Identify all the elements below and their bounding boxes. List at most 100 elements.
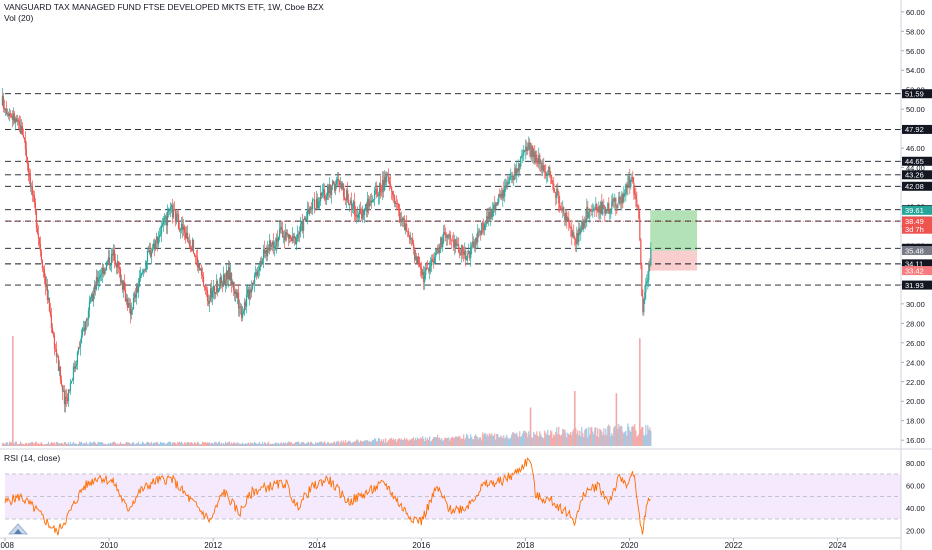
volume-bar: [555, 432, 557, 446]
volume-bar: [310, 441, 312, 446]
candle-body: [481, 223, 483, 236]
candle-body: [470, 246, 472, 259]
candle-body: [414, 249, 416, 260]
candle-body: [543, 165, 545, 172]
candle-body: [237, 292, 240, 309]
volume-bar: [151, 444, 154, 446]
candle-body: [447, 234, 449, 239]
volume-bar: [308, 441, 310, 446]
candle-body: [600, 201, 602, 214]
candle-body: [31, 186, 34, 196]
candle-body: [598, 206, 600, 212]
candle-body: [381, 192, 383, 193]
candle-body: [183, 226, 186, 233]
candle-body: [489, 212, 491, 219]
candle-body: [296, 234, 299, 239]
candle-body: [558, 191, 560, 204]
candle-body: [103, 269, 106, 275]
volume-bar: [515, 433, 517, 446]
candle-body: [314, 199, 316, 209]
volume-bar: [358, 441, 360, 446]
candle-body: [74, 366, 77, 369]
candle-body: [126, 298, 129, 308]
volume-bar: [239, 443, 242, 446]
volume-bar: [227, 442, 230, 446]
volume-bar: [93, 441, 96, 446]
volume-bar: [240, 443, 243, 446]
candle-body: [393, 194, 395, 197]
volume-bar: [371, 441, 373, 446]
volume-bar: [130, 443, 133, 446]
volume-bar: [556, 427, 558, 446]
volume-bar: [317, 442, 319, 446]
candle-body: [476, 237, 478, 243]
volume-bar: [433, 437, 435, 446]
candle-body: [236, 292, 239, 298]
volume-bar: [217, 442, 220, 446]
volume-bar: [378, 437, 380, 446]
volume-bar: [16, 444, 19, 446]
candle-body: [214, 292, 217, 294]
candle-body: [145, 261, 148, 269]
volume-bar: [612, 435, 614, 446]
price-label-box: [902, 224, 932, 234]
candle-body: [574, 237, 576, 240]
volume-bar: [189, 442, 192, 446]
candle-body: [248, 289, 251, 299]
candle-body: [513, 176, 515, 181]
volume-bar: [134, 444, 137, 446]
tradingview-logo-icon[interactable]: [8, 523, 28, 535]
volume-bar: [54, 444, 57, 446]
candle-body: [235, 291, 238, 298]
candle-body: [435, 252, 437, 257]
volume-bar: [324, 441, 326, 446]
volume-bar: [467, 435, 469, 446]
candle-body: [263, 249, 266, 254]
volume-bar: [466, 433, 468, 446]
volume-bar: [147, 441, 150, 446]
candle-body: [111, 253, 114, 256]
candle-body: [377, 194, 379, 197]
volume-bar: [182, 444, 185, 446]
candle-body: [43, 269, 46, 277]
candle-body: [403, 218, 405, 220]
volume-bar: [295, 442, 298, 446]
volume-bar: [580, 436, 582, 446]
candle-body: [312, 199, 314, 210]
candle-body: [118, 267, 121, 270]
candle-body: [117, 261, 120, 268]
volume-bar: [570, 432, 572, 446]
candle-body: [162, 219, 165, 225]
candle-body: [508, 180, 510, 184]
candle-body: [306, 219, 308, 221]
candle-body: [501, 193, 503, 199]
volume-bar: [431, 440, 433, 446]
candle-body: [70, 380, 73, 384]
volume-bar: [336, 441, 338, 446]
volume-bar: [129, 443, 132, 446]
volume-bar: [494, 433, 496, 446]
candle-body: [426, 267, 428, 269]
volume-bar: [100, 442, 103, 446]
volume-bar: [568, 433, 570, 446]
candle-body: [42, 268, 45, 270]
candle-body: [567, 217, 569, 221]
volume-bar: [162, 442, 165, 446]
candle-body: [544, 171, 546, 173]
candle-body: [527, 149, 529, 152]
volume-bar: [334, 441, 336, 446]
volume-bar: [460, 438, 462, 446]
candle-body: [486, 216, 488, 224]
price-tick-label: 18.00: [906, 417, 925, 426]
candle-body: [611, 201, 613, 210]
candle-body: [313, 199, 315, 201]
volume-bar: [122, 443, 125, 446]
volume-bar: [508, 439, 510, 446]
candle-body: [610, 209, 612, 214]
volume-bar: [39, 443, 42, 446]
volume-bar: [50, 442, 53, 446]
candle-body: [369, 202, 371, 207]
candle-body: [517, 168, 519, 172]
volume-bar: [257, 443, 260, 446]
